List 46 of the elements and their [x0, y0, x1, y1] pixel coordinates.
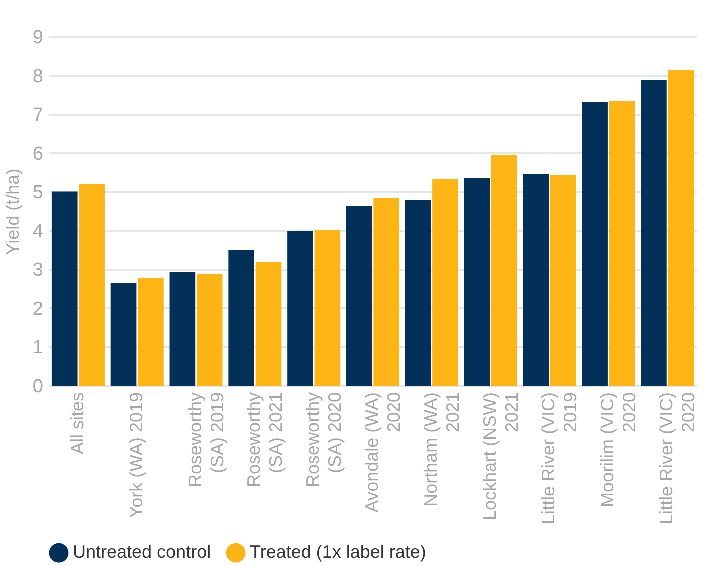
y-tick-label: 1: [32, 338, 44, 359]
bar: [374, 198, 400, 386]
x-tick-label: Little River (VIC) 2020: [656, 392, 699, 525]
bar: [405, 200, 432, 386]
x-tick-label: Roseworthy (SA) 2020: [303, 392, 346, 488]
bar: [668, 70, 694, 386]
y-tick-label: 5: [32, 182, 44, 204]
bar: [641, 80, 667, 386]
y-tick-label: 9: [32, 28, 44, 48]
bar: [346, 206, 372, 386]
x-tick-label: Roseworthy (SA) 2021: [244, 392, 286, 488]
bar: [110, 283, 137, 386]
y-tick-label: 2: [32, 298, 44, 320]
bar: [288, 231, 314, 386]
legend-label: Treated (1x label rate): [250, 542, 426, 562]
bar: [196, 274, 223, 386]
legend-label: Untreated control: [73, 542, 212, 562]
y-tick-label: 7: [32, 105, 44, 126]
y-tick-label: 0: [32, 376, 44, 398]
y-tick-label: 3: [32, 260, 44, 282]
y-tick-label: 4: [32, 221, 44, 242]
bar: [138, 278, 164, 386]
x-tick-label: Avondale (WA) 2020: [362, 392, 404, 513]
bar: [582, 102, 608, 386]
bar: [609, 101, 636, 386]
x-tick-label: All sites: [67, 392, 88, 455]
bar: [170, 272, 196, 386]
bar: [314, 230, 341, 386]
bar: [492, 155, 518, 386]
x-tick-label: Roseworthy (SA) 2019: [185, 392, 228, 488]
bar: [464, 178, 490, 386]
bar: [550, 175, 576, 386]
bar: [228, 250, 254, 386]
bar: [256, 262, 282, 386]
y-tick-label: 8: [32, 66, 44, 88]
y-tick-label: 6: [32, 144, 44, 165]
x-tick-label: Little River (VIC) 2019: [538, 392, 581, 525]
bar: [79, 184, 105, 386]
x-tick-label: York (WA) 2019: [126, 392, 146, 518]
x-tick-label: Lockhart (NSW) 2021: [480, 392, 522, 521]
x-tick-label: Northam (WA) 2021: [420, 392, 463, 507]
bar: [523, 174, 550, 386]
bar: [432, 179, 458, 386]
bar: [52, 192, 78, 386]
y-axis-title: Yield (t/ha): [2, 168, 23, 256]
x-tick-label: Moorilim (VIC) 2020: [598, 392, 640, 508]
